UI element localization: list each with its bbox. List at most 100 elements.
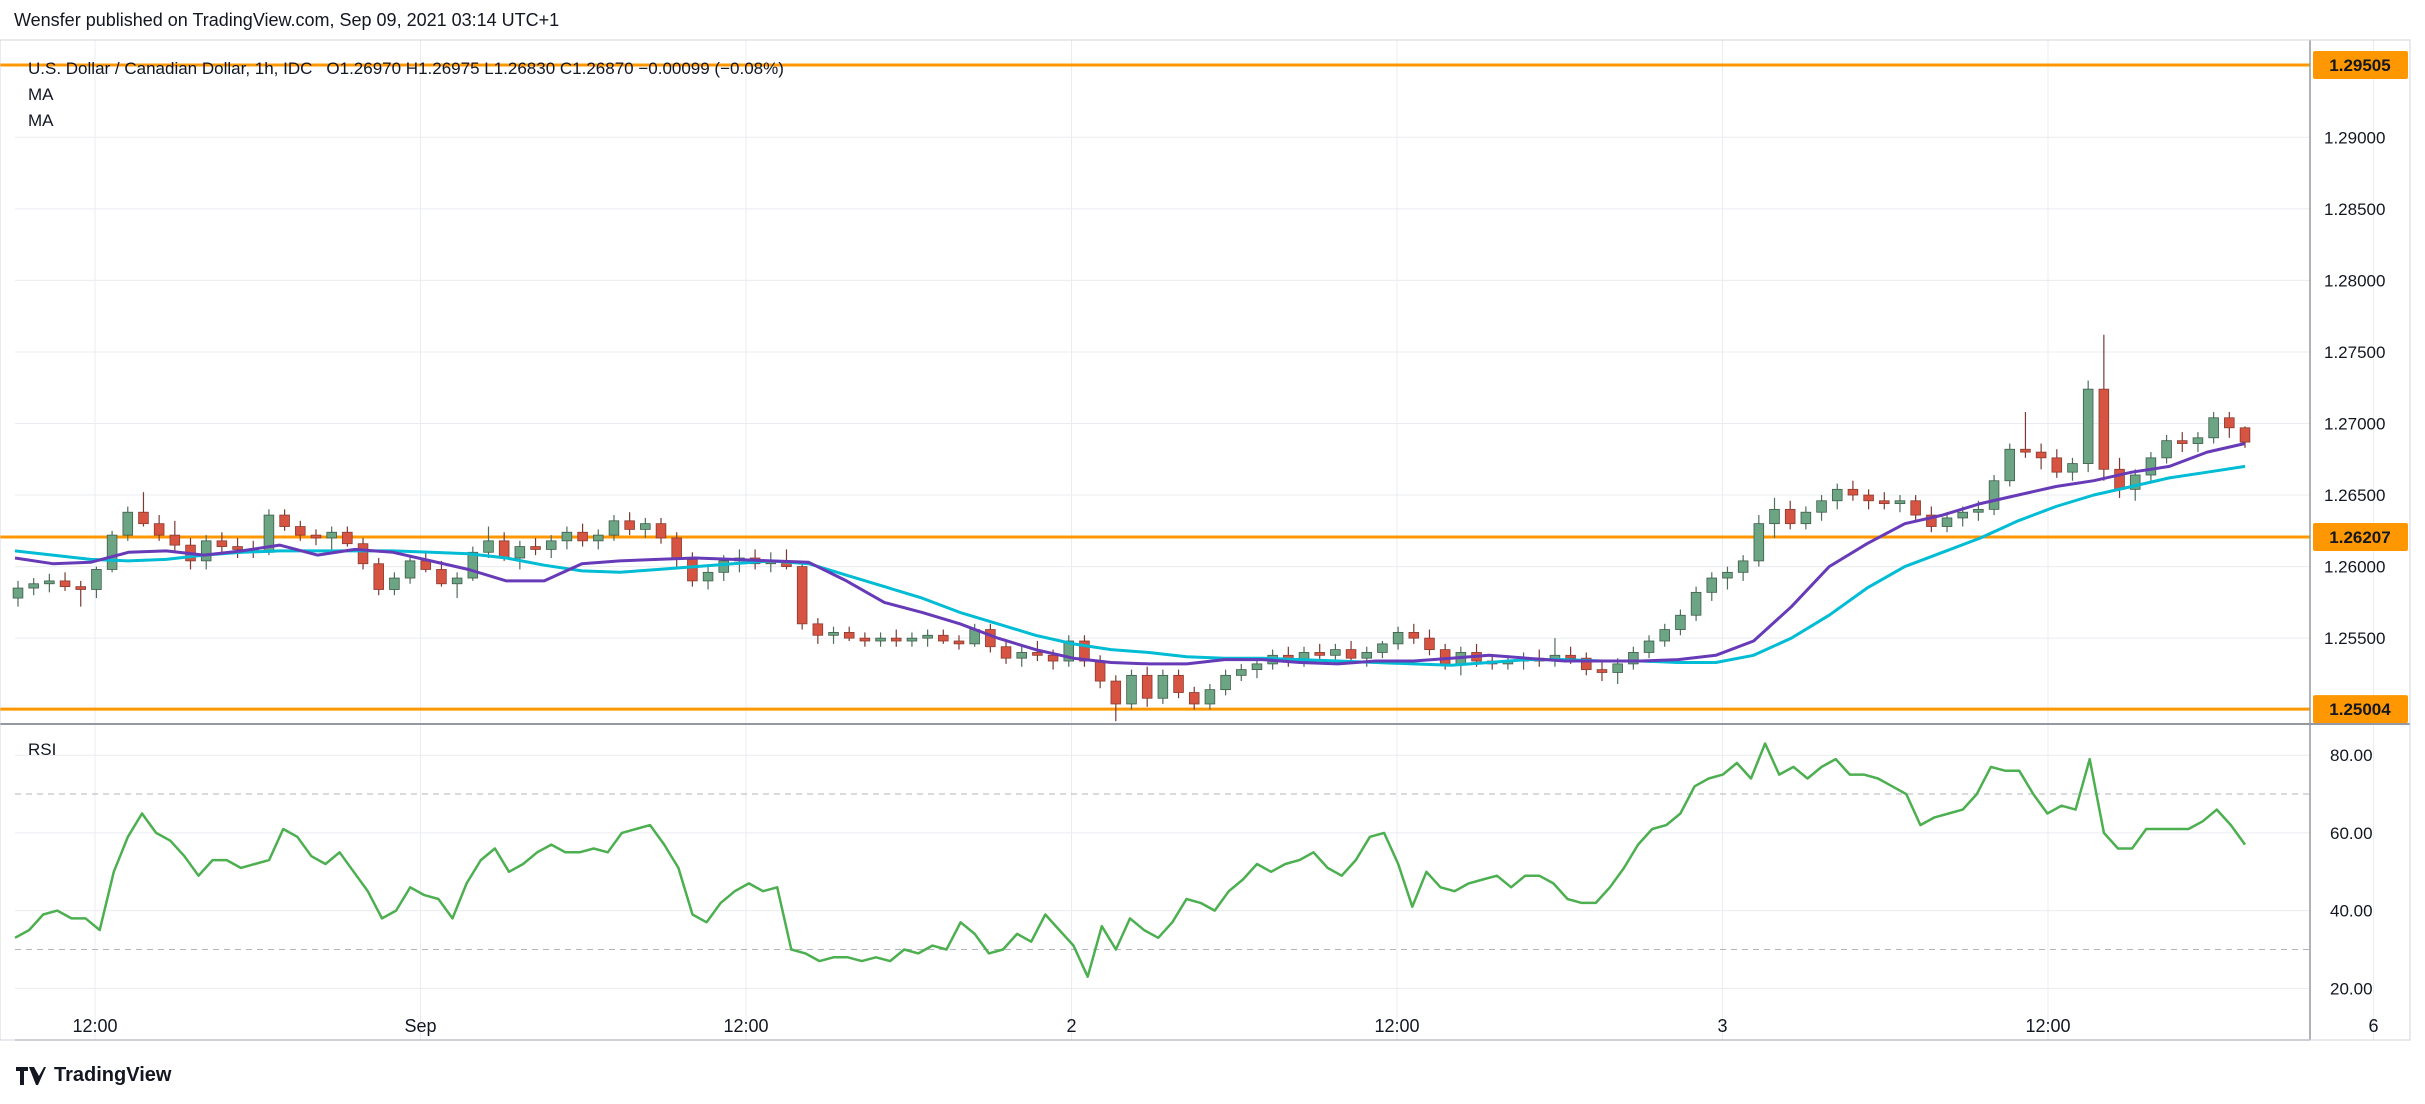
candle-down	[1094, 660, 1106, 682]
candle-down	[138, 511, 149, 525]
candle-up	[1157, 674, 1169, 699]
time-tick-label: 6	[2368, 1016, 2378, 1036]
tradingview-brand-name: TradingView	[54, 1064, 172, 1086]
candle-up	[2129, 474, 2141, 490]
candle-down	[953, 640, 965, 645]
candle-down	[2098, 388, 2110, 470]
candle-down	[2177, 440, 2188, 444]
candle-up	[122, 511, 134, 536]
candle-up	[1675, 614, 1686, 630]
candle-up	[326, 531, 337, 539]
candle-down	[577, 531, 588, 542]
candle-down	[2114, 468, 2125, 490]
candle-up	[91, 569, 102, 590]
ma-fast-line	[14, 442, 2246, 666]
candle-up	[2004, 448, 2016, 482]
candle-down	[59, 580, 71, 588]
candle-up	[1769, 508, 1780, 525]
candle-up	[1612, 663, 1623, 673]
candle-down	[1863, 494, 1874, 502]
candle-up	[1330, 649, 1341, 656]
rsi-tick-label: 40.00	[2330, 902, 2373, 921]
candle-up	[1628, 652, 1639, 665]
candle-down	[1188, 692, 1200, 705]
candle-up	[593, 534, 604, 542]
candle-down	[216, 540, 228, 547]
level-price-label: 1.29505	[2329, 56, 2390, 75]
price-tick-label: 1.29000	[2324, 128, 2385, 147]
candles	[12, 334, 2251, 722]
legend-ma-1: MA	[28, 85, 54, 104]
chart-frame	[0, 39, 2411, 1041]
candle-up	[875, 637, 886, 642]
candle-down	[1345, 649, 1357, 659]
candle-up	[1973, 508, 1984, 513]
time-tick-label: 12:00	[1374, 1016, 1419, 1036]
horizontal-levels[interactable]: 1.29505 1.26207 1.25004	[0, 51, 2408, 724]
time-tick-label: 2	[1066, 1016, 1076, 1036]
rsi-tick-label: 20.00	[2330, 979, 2373, 998]
time-tick-label: Sep	[404, 1016, 436, 1036]
candle-down	[310, 534, 322, 539]
candle-down	[843, 632, 855, 639]
candle-up	[1659, 629, 1670, 642]
candle-up	[389, 577, 400, 590]
candle-up	[1126, 674, 1137, 705]
candle-up	[1204, 689, 1216, 705]
candle-down	[1847, 488, 1859, 496]
candle-up	[1220, 674, 1231, 691]
candle-up	[640, 523, 651, 530]
candle-down	[1000, 646, 1012, 659]
level-price-tag	[2313, 695, 2408, 724]
candle-up	[608, 520, 620, 536]
candle-up	[1831, 488, 1843, 502]
candle-up	[200, 540, 212, 562]
candle-down	[624, 520, 635, 530]
price-tick-label: 1.28000	[2324, 271, 2385, 290]
tradingview-brand[interactable]: TradingView	[16, 1064, 171, 1087]
candle-up	[906, 637, 918, 642]
legend-rsi: RSI	[28, 740, 56, 759]
candle-down	[530, 546, 541, 550]
candle-up	[106, 534, 118, 570]
candle-up	[1643, 640, 1655, 653]
time-tick-label: 3	[1717, 1016, 1727, 1036]
candle-up	[1063, 640, 1075, 662]
candle-up	[2161, 440, 2172, 459]
candle-down	[1910, 500, 1921, 516]
candle-up	[1988, 480, 2000, 510]
candle-down	[1141, 674, 1153, 699]
candle-up	[545, 540, 557, 550]
candle-up	[1361, 652, 1373, 659]
price-tick-label: 1.28500	[2324, 200, 2385, 219]
candle-down	[1565, 654, 1576, 659]
candle-down	[279, 514, 290, 527]
ma-slow-line	[14, 464, 2246, 667]
candle-down	[1424, 637, 1435, 650]
candle-down	[1408, 632, 1420, 639]
candle-up	[1690, 591, 1702, 616]
candle-up	[44, 580, 55, 585]
candle-down	[2239, 427, 2251, 443]
candle-up	[1016, 652, 1027, 659]
price-tick-label: 1.27500	[2324, 343, 2385, 362]
candle-down	[232, 546, 243, 550]
candle-up	[1722, 571, 1733, 579]
level-price-tag	[2313, 522, 2408, 551]
candle-down	[1314, 652, 1325, 656]
candle-up	[922, 634, 933, 639]
candle-down	[1173, 674, 1184, 693]
level-price-tag	[2313, 51, 2408, 80]
candle-up	[1392, 632, 1404, 645]
candle-down	[687, 559, 698, 582]
candle-up	[2082, 388, 2094, 464]
candle-up	[1753, 523, 1765, 562]
time-tick-label: 12:00	[2025, 1016, 2070, 1036]
candle-up	[2208, 417, 2219, 439]
candle-down	[420, 560, 432, 570]
candle-up	[561, 531, 573, 542]
legend: U.S. Dollar / Canadian Dollar, 1h, IDC O1…	[28, 59, 784, 759]
candle-down	[859, 637, 871, 642]
